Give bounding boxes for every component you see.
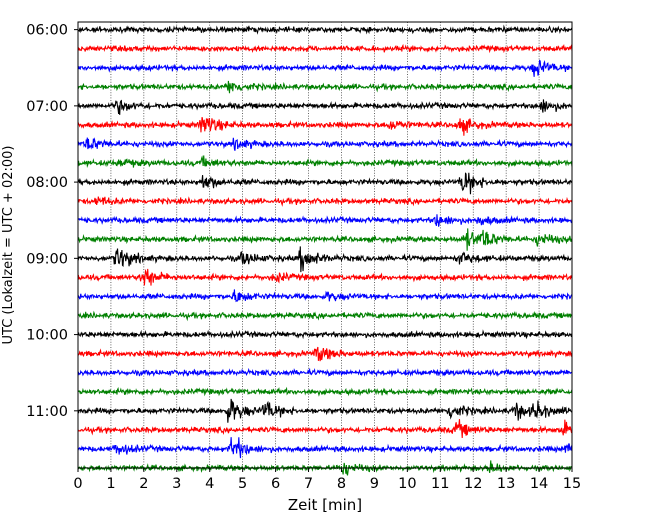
trace-0730 (77, 137, 573, 151)
x-tick-label: 7 (304, 476, 313, 492)
x-tick-label: 8 (337, 476, 346, 492)
trace-0700 (77, 99, 573, 115)
trace-1100 (77, 398, 573, 423)
y-tick-label: 08:00 (26, 175, 68, 191)
trace-1030 (77, 367, 573, 378)
x-axis-label: Zeit [min] (288, 496, 362, 514)
trace-0600 (77, 24, 573, 35)
trace-0930 (77, 289, 573, 303)
x-tick-label: 15 (563, 476, 581, 492)
trace-0915 (77, 268, 573, 286)
x-tick-label: 10 (398, 476, 416, 492)
y-tick-label: 07:00 (26, 99, 68, 115)
trace-0630 (77, 59, 573, 77)
trace-1015 (77, 346, 573, 362)
x-tick-label: 13 (497, 476, 515, 492)
x-tick-label: 4 (205, 476, 214, 492)
x-tick-label: 3 (172, 476, 181, 492)
trace-0845 (77, 228, 573, 251)
trace-0815 (77, 196, 573, 207)
trace-1130 (77, 437, 573, 459)
x-tick-label: 9 (370, 476, 379, 492)
y-axis-label: UTC (Lokalzeit = UTC + 02:00) (1, 146, 16, 345)
x-tick-label: 11 (431, 476, 449, 492)
y-axis-ticks: 06:00 07:00 08:00 09:00 10:00 11:00 (26, 23, 78, 420)
trace-0830 (77, 214, 573, 227)
x-tick-label: 6 (271, 476, 280, 492)
trace-1045 (77, 386, 573, 397)
trace-0645 (77, 80, 573, 94)
trace-1115 (77, 419, 573, 439)
y-tick-label: 11:00 (26, 404, 68, 420)
x-tick-label: 5 (238, 476, 247, 492)
x-tick-label: 2 (139, 476, 148, 492)
plot-frame (77, 21, 573, 469)
x-tick-label: 1 (106, 476, 115, 492)
trace-1000 (77, 329, 573, 340)
trace-0900 (77, 246, 573, 273)
x-axis-ticks: 0 1 2 3 4 5 6 7 8 9 10 11 12 13 14 15 (73, 468, 581, 492)
trace-lines (77, 24, 573, 476)
trace-0800 (77, 172, 573, 195)
y-tick-label: 06:00 (26, 23, 68, 39)
trace-0615 (77, 43, 573, 54)
x-tick-label: 12 (464, 476, 482, 492)
y-tick-label: 09:00 (26, 251, 68, 267)
x-tick-label: 0 (73, 476, 82, 492)
trace-0715 (77, 117, 573, 136)
x-tick-label: 14 (530, 476, 548, 492)
y-tick-label: 10:00 (26, 328, 68, 344)
trace-0945 (77, 310, 573, 322)
trace-0745 (77, 155, 573, 169)
